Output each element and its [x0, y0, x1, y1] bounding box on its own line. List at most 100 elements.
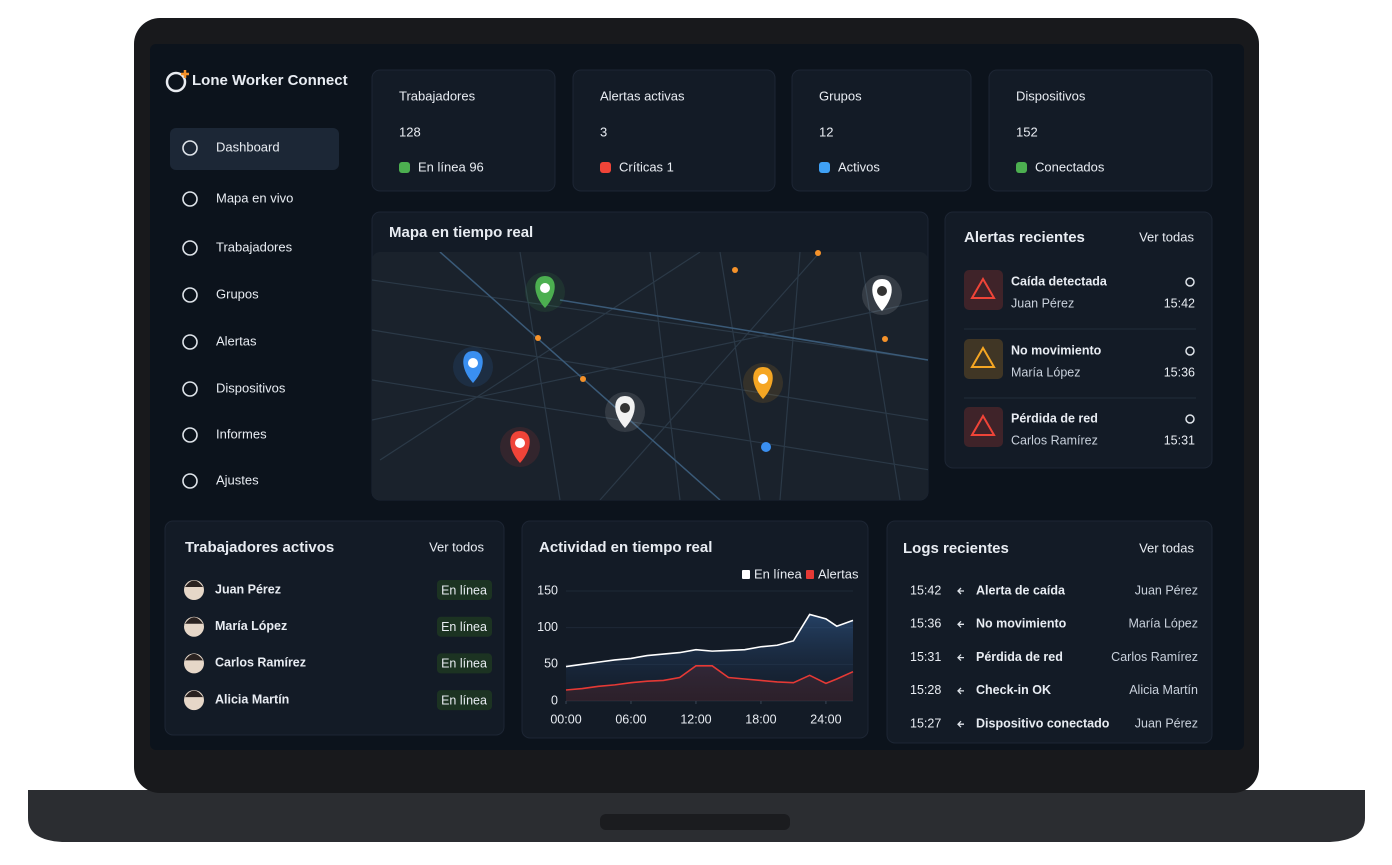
road	[372, 279, 928, 361]
avatar-hair	[185, 617, 203, 624]
line	[565, 613, 854, 668]
legend-label: En línea	[754, 566, 802, 581]
panel	[988, 69, 1213, 192]
alert-worker: Carlos Ramírez	[1011, 433, 1098, 447]
alert-title: Pérdida de red	[1011, 411, 1098, 425]
panel	[791, 69, 972, 192]
log-time: 15:36	[910, 617, 941, 631]
avatar-hair	[185, 653, 203, 661]
status-pill	[437, 690, 492, 711]
logo-plus	[181, 70, 189, 78]
stat-label: Grupos	[819, 88, 862, 103]
log-worker: Alicia Martín	[1129, 683, 1198, 697]
chart-title: Actividad en tiempo real	[539, 539, 712, 556]
alert-title: No movimiento	[1011, 343, 1102, 357]
log-event: Check-in OK	[976, 683, 1051, 697]
alert-icon-box	[964, 339, 1003, 379]
pin-core	[468, 358, 478, 368]
nav-item[interactable]: Dashboard	[216, 139, 280, 154]
nav-icon	[182, 427, 198, 443]
worker-name: Carlos Ramírez	[215, 656, 306, 670]
stat-icon	[399, 162, 410, 173]
panel-title: Alertas recientes	[964, 229, 1085, 246]
y-tick-label: 50	[544, 657, 558, 671]
nav-item[interactable]: Dispositivos	[216, 380, 286, 395]
nav-item[interactable]: Mapa en vivo	[216, 190, 293, 205]
nav-active	[170, 128, 339, 170]
stat-value: 3	[600, 124, 607, 139]
x-tick-label: 24:00	[810, 712, 841, 726]
stat-value: 128	[399, 124, 421, 139]
stat-icon	[819, 162, 830, 173]
panel	[886, 520, 1213, 744]
map-dot	[882, 336, 888, 342]
log-time: 15:28	[910, 683, 941, 697]
map-dot	[732, 267, 738, 273]
panel-link[interactable]: Ver todas	[1139, 229, 1194, 244]
log-time: 15:31	[910, 650, 941, 664]
nav-item[interactable]: Ajustes	[216, 472, 259, 487]
panel-link[interactable]: Ver todas	[1139, 540, 1194, 555]
map-dot	[535, 335, 541, 341]
road	[372, 329, 928, 421]
stat-detail: Conectados	[1035, 159, 1105, 174]
stat-value: 152	[1016, 124, 1038, 139]
road-main	[439, 252, 721, 500]
alert-icon-box	[964, 407, 1003, 447]
status-pill	[437, 580, 492, 600]
y-tick-label: 0	[551, 693, 558, 707]
stat-detail: Activos	[838, 159, 880, 174]
avatar-hair	[185, 580, 203, 587]
line	[565, 665, 854, 691]
road	[719, 252, 761, 500]
panel-link[interactable]: Ver todos	[429, 539, 484, 554]
alert-status	[1185, 346, 1195, 356]
log-worker: Juan Pérez	[1135, 716, 1198, 730]
stat-label: Dispositivos	[1016, 88, 1086, 103]
alert-icon-box	[964, 270, 1003, 310]
worker-status: En línea	[441, 620, 487, 634]
pin-core	[758, 374, 768, 384]
nav-icon	[182, 334, 198, 350]
alert-title: Caída detectada	[1011, 274, 1108, 288]
area	[566, 665, 853, 701]
road-main	[559, 299, 928, 361]
worker-name: María López	[215, 619, 287, 633]
log-event: Alerta de caída	[976, 583, 1066, 597]
logo-text: Lone Worker Connect	[192, 72, 348, 89]
road	[519, 252, 561, 500]
stat-icon	[600, 162, 611, 173]
nav-icon	[182, 287, 198, 303]
alert-time: 15:36	[1164, 365, 1195, 379]
alert-icon	[970, 346, 996, 368]
stat-label: Alertas activas	[600, 88, 685, 103]
nav-icon	[182, 240, 198, 256]
nav-item[interactable]: Trabajadores	[216, 239, 293, 254]
road	[599, 252, 821, 500]
map-dot	[815, 250, 821, 256]
alert-icon	[970, 414, 996, 436]
worker-status: En línea	[441, 693, 487, 707]
alert-icon	[970, 277, 996, 299]
y-tick-label: 100	[537, 620, 558, 634]
map-dot	[580, 376, 586, 382]
map-dot	[761, 442, 771, 452]
nav-item[interactable]: Grupos	[216, 286, 259, 301]
alert-time: 15:31	[1164, 433, 1195, 447]
map-title: Mapa en tiempo real	[389, 224, 533, 241]
status-pill	[437, 653, 492, 674]
alert-time: 15:42	[1164, 296, 1195, 310]
stat-detail: Críticas 1	[619, 159, 674, 174]
nav-item[interactable]: Alertas	[216, 333, 257, 348]
road	[779, 252, 801, 500]
pin-core	[540, 283, 550, 293]
road	[372, 299, 928, 421]
alert-worker: Juan Pérez	[1011, 296, 1074, 310]
alert-worker: María López	[1011, 365, 1080, 379]
panel-title: Trabajadores activos	[185, 539, 334, 556]
road	[372, 379, 928, 471]
nav-item[interactable]: Informes	[216, 426, 267, 441]
log-event: Pérdida de red	[976, 650, 1063, 664]
log-arrow	[957, 654, 964, 662]
